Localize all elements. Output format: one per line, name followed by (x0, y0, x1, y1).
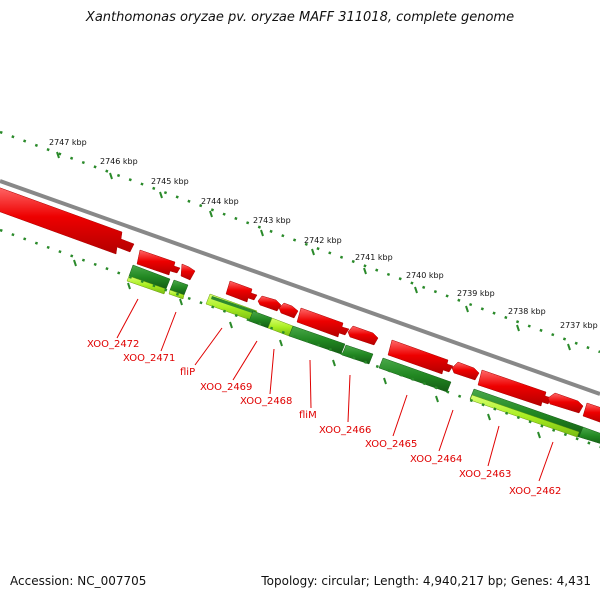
gene-arrow-forward (451, 361, 480, 381)
gene-arrow-forward (257, 295, 282, 312)
gene-arrow-forward (136, 249, 181, 276)
leader-line (232, 340, 258, 381)
inner-major-tick (332, 359, 336, 367)
scale-label: 2738 kbp (508, 307, 546, 316)
leader-line (194, 327, 223, 366)
gene-arrow-forward (477, 369, 553, 407)
outer-major-tick (311, 248, 315, 256)
outer-major-tick (567, 343, 571, 351)
outer-major-tick (56, 151, 60, 159)
leader-line (392, 394, 408, 437)
inner-major-tick (435, 395, 439, 403)
gene-label: XOO_2463 (459, 469, 511, 480)
inner-major-tick (229, 321, 233, 329)
outer-tick-track (0, 130, 600, 354)
gene-label: XOO_2469 (200, 382, 252, 393)
outer-major-tick (465, 305, 469, 313)
genome-stats-label: Topology: circular; Length: 4,940,217 bp… (261, 574, 591, 588)
scale-label: 2739 kbp (457, 289, 495, 298)
gene-label: fliP (180, 367, 195, 378)
map-title: Xanthomonas oryzae pv. oryzae MAFF 31101… (85, 10, 515, 25)
inner-major-tick (279, 339, 283, 347)
scale-label: 2742 kbp (304, 236, 342, 245)
scale-label: 2744 kbp (201, 197, 239, 206)
accession-label: Accession: NC_007705 (10, 574, 147, 588)
leader-line (309, 359, 312, 409)
scale-label: 2745 kbp (151, 177, 189, 186)
gene-leader-lines (116, 298, 554, 482)
gene-arrow-forward (387, 339, 454, 375)
gene-block-reverse (469, 394, 580, 438)
scale-label: 2737 kbp (560, 321, 598, 330)
inner-major-tick (127, 282, 131, 290)
gene-arrow-forward (180, 263, 196, 281)
leader-line (347, 374, 351, 423)
outer-major-tick (414, 286, 418, 294)
gene-arrow-forward (225, 280, 258, 303)
outer-major-tick (516, 324, 520, 332)
gene-block-reverse-edge (211, 296, 256, 314)
inner-tick-track (0, 228, 600, 449)
forward-strand-genes (0, 187, 600, 423)
scale-label: 2743 kbp (253, 216, 291, 225)
reverse-strand-genes (126, 264, 600, 444)
gene-arrow-forward (0, 187, 135, 255)
gene-label: XOO_2471 (123, 353, 175, 364)
gene-block-reverse (341, 344, 374, 365)
outer-major-tick (159, 191, 163, 199)
scale-label: 2741 kbp (355, 253, 393, 262)
gene-arrow-forward (347, 325, 379, 346)
leader-line (160, 311, 177, 352)
scale-label: 2740 kbp (406, 271, 444, 280)
outer-major-tick (363, 267, 367, 275)
scale-labels: 2747 kbp 2746 kbp 2745 kbp 2744 kbp 2743… (49, 138, 598, 330)
gene-block-reverse (578, 426, 600, 444)
inner-major-tick (179, 298, 183, 306)
inner-major-tick (537, 431, 541, 439)
genome-backbone (0, 179, 600, 396)
outer-major-tick (260, 229, 264, 237)
gene-label: XOO_2465 (365, 439, 417, 450)
inner-major-tick (383, 377, 387, 385)
leader-line (487, 425, 500, 467)
gene-label: fliM (299, 410, 317, 421)
outer-major-tick (209, 210, 213, 218)
inner-major-tick (487, 413, 491, 421)
gene-label: XOO_2472 (87, 339, 139, 350)
leader-line (438, 409, 454, 452)
gene-arrow-forward (547, 392, 584, 414)
scale-label: 2746 kbp (100, 157, 138, 166)
leader-line (538, 441, 554, 482)
gene-labels: XOO_2472 XOO_2471 fliP XOO_2469 XOO_2468… (87, 339, 561, 497)
gene-arrow-forward (296, 307, 350, 338)
gene-label: XOO_2464 (410, 454, 462, 465)
outer-major-tick (109, 172, 113, 180)
inner-major-tick (73, 259, 77, 267)
gene-arrow-forward (278, 302, 299, 319)
gene-label: XOO_2466 (319, 425, 371, 436)
scale-label: 2747 kbp (49, 138, 87, 147)
gene-arrow-forward (582, 402, 600, 423)
gene-label: XOO_2462 (509, 486, 561, 497)
gene-label: XOO_2468 (240, 396, 292, 407)
leader-line (116, 298, 139, 339)
leader-line (269, 348, 275, 395)
